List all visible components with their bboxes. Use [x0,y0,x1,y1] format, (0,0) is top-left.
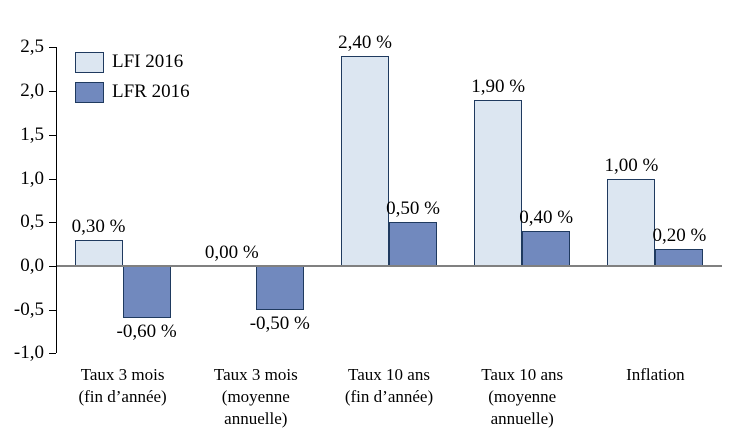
category-label-1: Taux 3 mois (moyenne annuelle) [213,365,298,428]
bar-lfr-3 [522,231,571,266]
value-label: -0,60 % [116,321,177,343]
y-axis-line [56,47,57,354]
legend: LFI 2016 LFR 2016 [75,51,190,103]
value-label: 2,40 % [338,32,392,54]
bar-lfi-3 [474,99,523,266]
y-tick-label: 2,5 [20,36,44,58]
y-axis-tick [49,266,56,267]
zero-gridline [56,265,722,267]
y-tick-label: -0,5 [13,298,44,320]
y-tick-label: 0,0 [20,255,44,276]
y-axis-tick [49,91,56,93]
y-axis-tick [49,47,56,49]
legend-item-lfi-2016: LFI 2016 [75,51,190,73]
bar-lfr-1 [255,266,304,310]
bar-lfr-4 [655,248,704,266]
value-label: 0,00 % [204,242,259,263]
bar-lfr-2 [389,222,437,266]
y-tick-label: 1,0 [20,167,44,189]
value-label: 0,20 % [652,224,707,246]
y-tick-label: -1,0 [13,342,44,364]
y-tick-label: 0,5 [20,211,44,233]
y-tick-label: 2,0 [20,80,44,102]
value-label: 0,40 % [519,207,574,229]
y-tick-label: 1,5 [20,123,44,145]
category-label-3: Taux 10 ans (moyenne annuelle) [481,365,564,428]
value-label: 1,00 % [604,154,659,176]
bar-lfi-0 [74,239,123,266]
legend-swatch-lfr-2016 [75,81,104,103]
category-label-2: Taux 10 ans (fin d’année) [344,365,434,406]
bar-lfi-4 [607,178,656,266]
y-axis-tick [49,222,56,224]
y-axis-tick [49,309,56,311]
value-label: 1,90 % [471,75,526,97]
y-axis-tick [49,353,56,355]
legend-label-lfi-2016: LFI 2016 [112,51,184,72]
legend-swatch-lfi-2016 [75,51,104,73]
category-label-0: Taux 3 mois (fin d’année) [78,365,167,406]
value-label: 0,50 % [386,198,440,220]
y-axis-tick [49,134,56,136]
value-label: 0,30 % [71,215,126,237]
legend-label-lfr-2016: LFR 2016 [112,81,190,102]
y-axis-tick [49,178,56,180]
value-label: -0,50 % [249,312,310,334]
legend-item-lfr-2016: LFR 2016 [75,81,190,103]
bar-lfi-2 [341,56,389,266]
category-label-4: Inflation [626,365,685,384]
bar-lfr-0 [122,266,171,319]
